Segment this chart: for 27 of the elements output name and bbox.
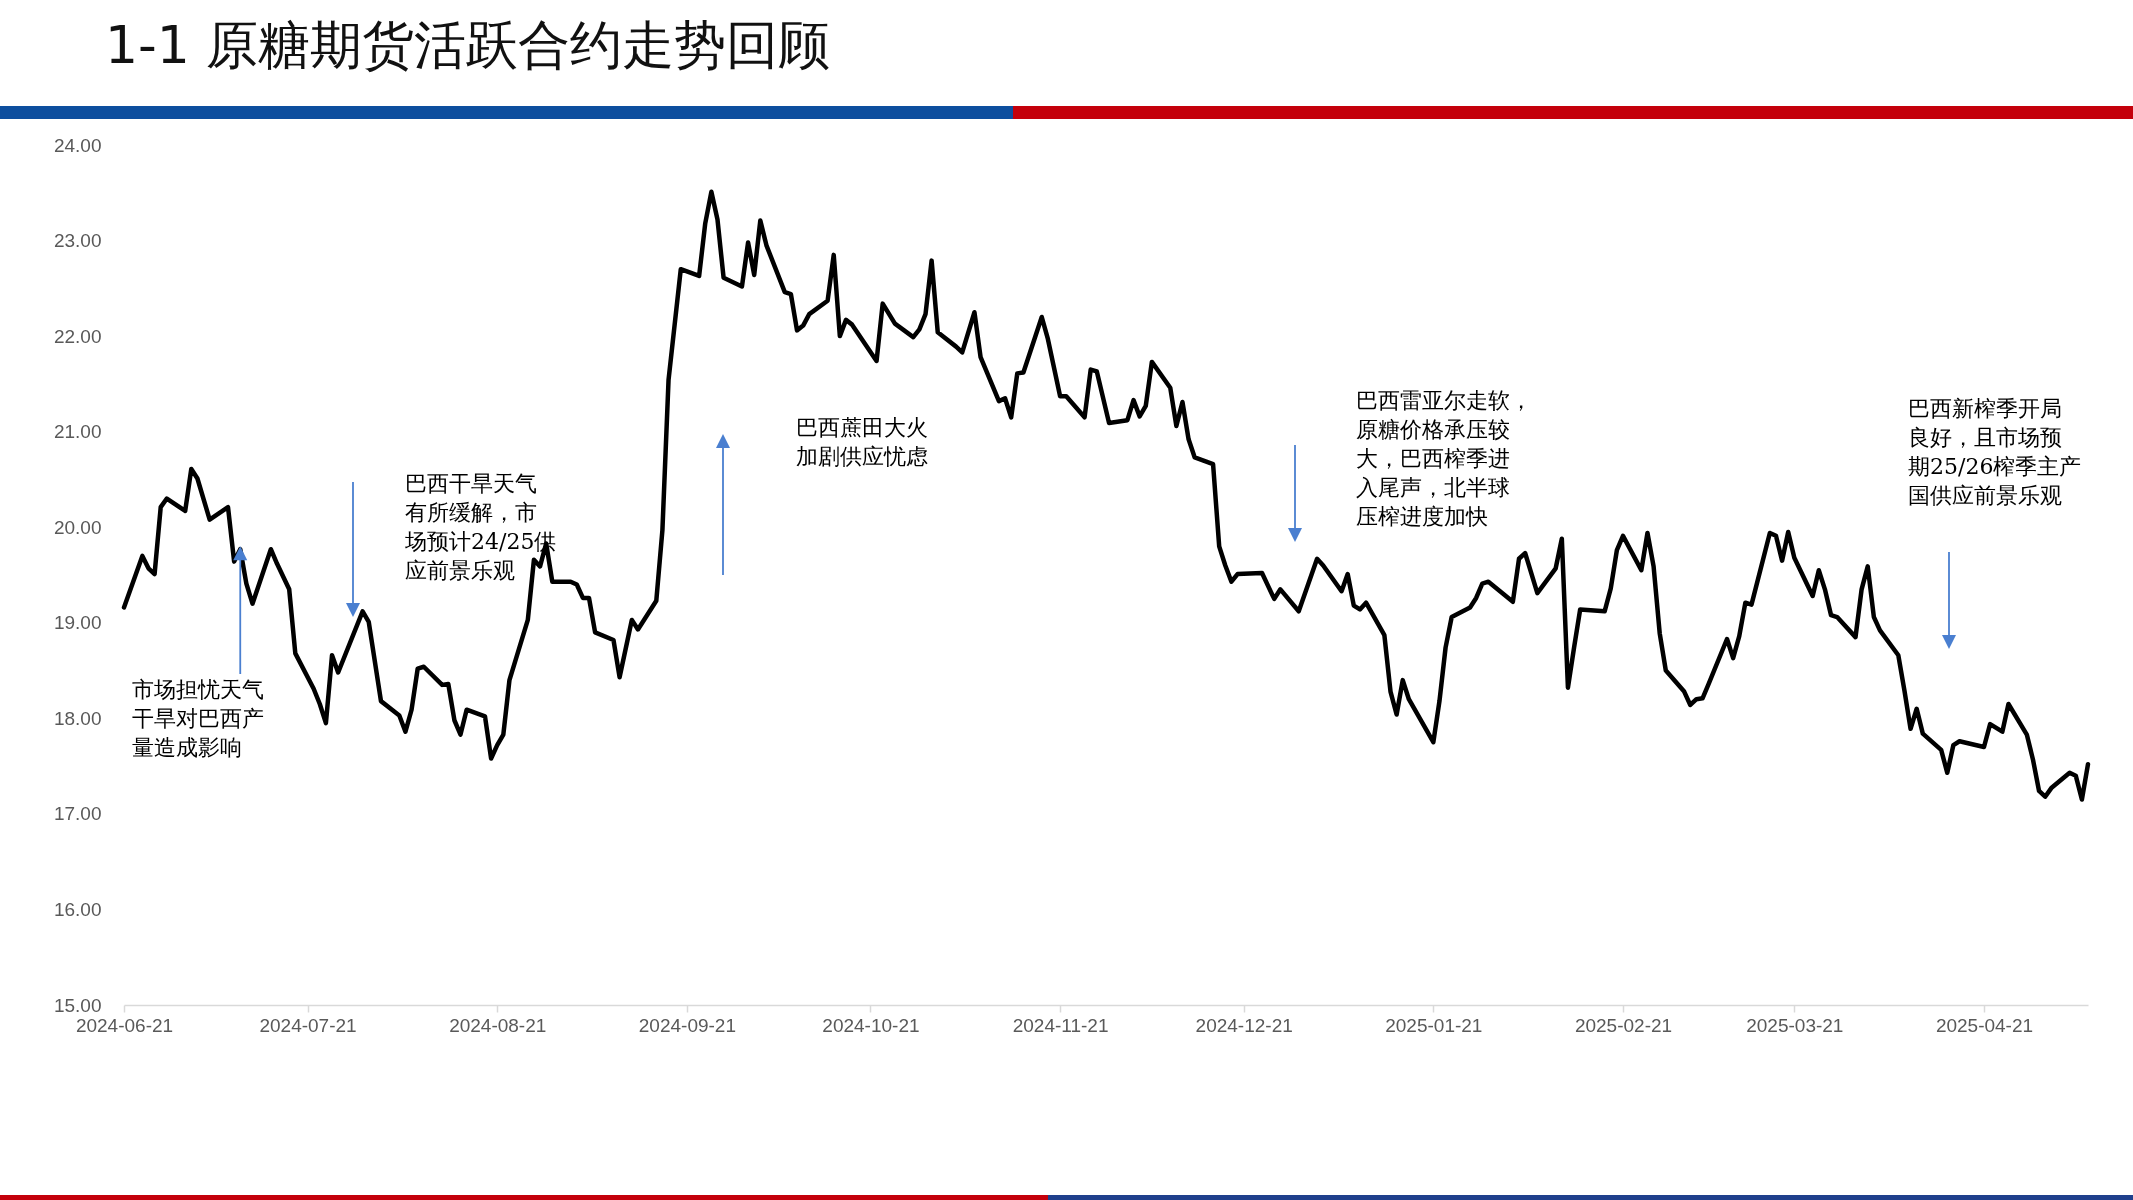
annotation: 巴西雷亚尔走软，原糖价格承压较大，巴西榨季进入尾声，北半球压榨进度加快 (1356, 388, 1532, 529)
y-tick-label: 16.00 (53, 898, 102, 920)
annotation: 巴西蔗田大火加剧供应忧虑 (796, 415, 928, 469)
x-tick-label: 2025-01-21 (1385, 1014, 1483, 1036)
y-tick-label: 21.00 (53, 421, 102, 443)
x-tick-label: 2024-10-21 (822, 1014, 920, 1036)
annotation: 巴西新榨季开局良好，且市场预期25/26榨季主产国供应前景乐观 (1908, 396, 2082, 508)
y-tick-label: 24.00 (53, 134, 102, 156)
x-tick-label: 2024-07-21 (259, 1014, 357, 1036)
x-tick-label: 2024-06-21 (75, 1014, 174, 1036)
x-tick-label: 2024-09-21 (638, 1014, 736, 1036)
annotation: 市场担忧天气干旱对巴西产量造成影响 (132, 677, 264, 760)
x-tick-label: 2025-02-21 (1574, 1014, 1673, 1036)
x-tick-label: 2024-12-21 (1195, 1014, 1293, 1036)
y-tick-label: 23.00 (53, 230, 102, 252)
y-tick-label: 17.00 (53, 803, 102, 825)
x-tick-label: 2025-03-21 (1746, 1014, 1844, 1036)
y-tick-label: 20.00 (53, 516, 102, 538)
y-tick-label: 22.00 (53, 325, 102, 347)
y-tick-label: 15.00 (53, 994, 102, 1016)
line-series (121, 189, 2091, 802)
x-tick-label: 2025-04-21 (1935, 1014, 2034, 1036)
x-tick-label: 2024-11-21 (1012, 1014, 1109, 1036)
x-tick-label: 2024-08-21 (449, 1014, 547, 1036)
chart-title: 1-1 原糖期货活跃合约走势回顾 (105, 14, 831, 77)
y-tick-label: 18.00 (53, 707, 102, 729)
y-tick-label: 19.00 (53, 612, 102, 634)
